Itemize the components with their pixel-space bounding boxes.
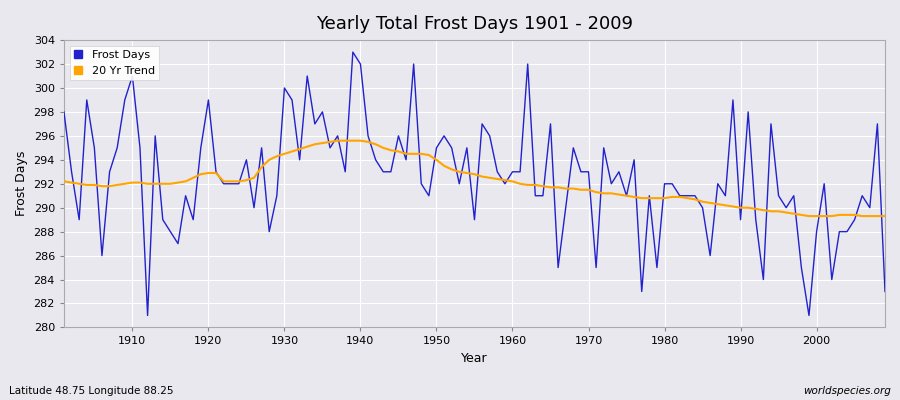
- Title: Yearly Total Frost Days 1901 - 2009: Yearly Total Frost Days 1901 - 2009: [316, 15, 633, 33]
- Text: worldspecies.org: worldspecies.org: [803, 386, 891, 396]
- Legend: Frost Days, 20 Yr Trend: Frost Days, 20 Yr Trend: [69, 46, 159, 80]
- X-axis label: Year: Year: [461, 352, 488, 365]
- Text: Latitude 48.75 Longitude 88.25: Latitude 48.75 Longitude 88.25: [9, 386, 174, 396]
- Y-axis label: Frost Days: Frost Days: [15, 151, 28, 216]
